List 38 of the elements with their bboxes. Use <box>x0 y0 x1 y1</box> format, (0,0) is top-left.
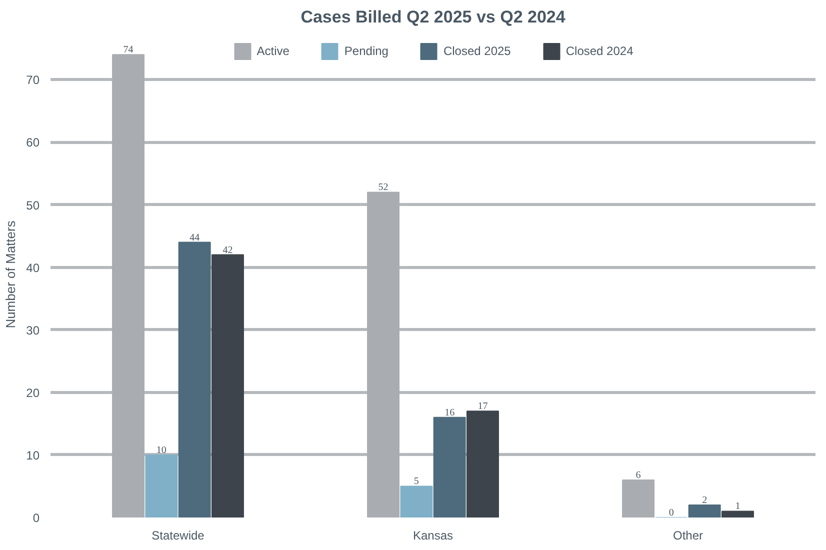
bar <box>433 416 466 518</box>
y-tick-label: 20 <box>26 386 40 400</box>
x-tick-label: Other <box>672 528 704 542</box>
y-tick-label: 70 <box>26 73 40 88</box>
y-tick-label: 10 <box>26 448 40 462</box>
y-tick-label: 0 <box>32 511 40 525</box>
bar <box>145 454 178 518</box>
legend-label: Closed 2025 <box>443 44 511 58</box>
data-label: 6 <box>636 470 641 481</box>
legend-label: Active <box>256 44 290 58</box>
legend-label: Closed 2024 <box>566 44 634 58</box>
x-tick-label: Kansas <box>412 528 454 542</box>
data-label: 42 <box>222 244 233 256</box>
data-label: 10 <box>156 444 166 456</box>
bar <box>400 486 433 518</box>
legend-label: Pending <box>344 44 388 58</box>
data-label: 1 <box>735 501 740 512</box>
y-tick-label: 40 <box>26 260 40 275</box>
data-label: 0 <box>668 508 674 518</box>
y-tick-label: 50 <box>26 198 40 212</box>
data-label: 2 <box>702 494 708 506</box>
y-tick-label: 60 <box>26 136 40 150</box>
bar <box>688 504 721 518</box>
chart-title: Cases Billed Q2 2025 vs Q2 2024 <box>300 8 566 26</box>
y-axis-title: Number of Matters <box>3 220 18 328</box>
bar <box>466 410 499 518</box>
bar <box>178 242 211 518</box>
x-tick-label: Statewide <box>152 528 205 542</box>
y-tick-label: 30 <box>26 323 40 338</box>
bar <box>211 254 244 518</box>
data-label: 16 <box>444 407 455 418</box>
bar <box>721 510 754 518</box>
data-label: 74 <box>123 44 134 56</box>
data-label: 17 <box>478 401 488 412</box>
data-label: 44 <box>190 232 200 244</box>
data-label: 5 <box>414 476 419 488</box>
data-label: 52 <box>378 182 388 194</box>
bar <box>622 479 655 518</box>
